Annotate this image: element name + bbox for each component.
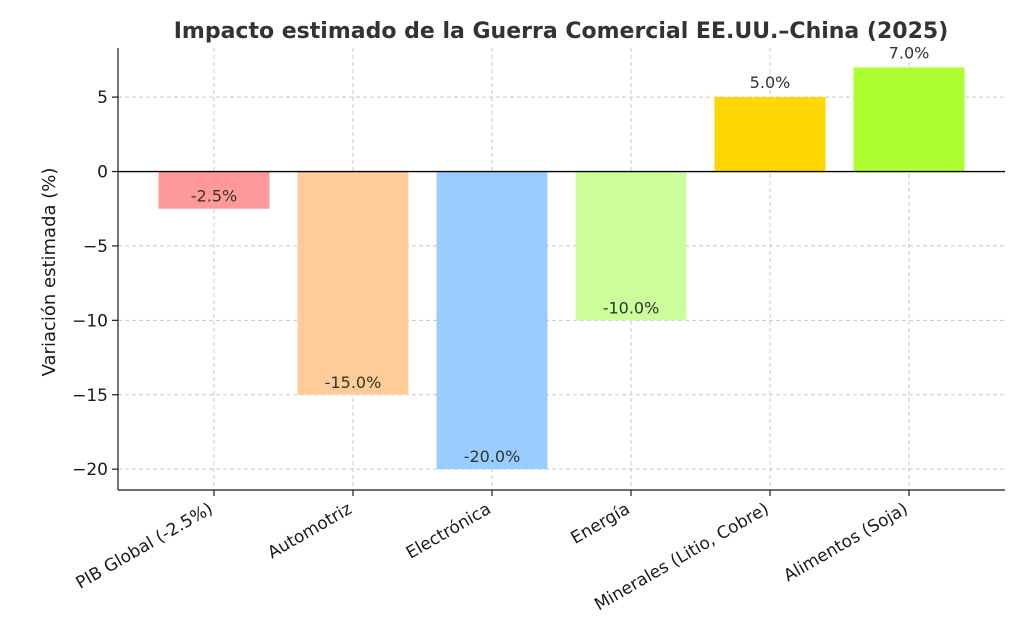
- bar: [853, 67, 965, 172]
- bar: [714, 97, 826, 172]
- bar: [575, 171, 687, 321]
- axes: [117, 48, 1005, 491]
- bar: [436, 171, 548, 470]
- x-tick-label: Electrónica: [403, 499, 495, 563]
- x-tick-label: Alimentos (Soja): [780, 499, 911, 586]
- y-tick-label: −10: [72, 311, 108, 331]
- y-tick-label: −5: [83, 237, 108, 257]
- bar: [297, 171, 409, 395]
- bars: [158, 67, 965, 470]
- y-axis-label: Variación estimada (%): [39, 168, 60, 377]
- y-tick-label: 5: [97, 88, 108, 108]
- data-label: -15.0%: [325, 373, 382, 392]
- data-label: -2.5%: [191, 187, 237, 206]
- data-labels: -2.5% -15.0% -20.0% -10.0% 5.0% 7.0%: [191, 43, 930, 466]
- y-tick-label: −20: [72, 460, 108, 480]
- x-tick-label: Automotriz: [264, 499, 355, 563]
- x-tick-label: Energía: [568, 499, 634, 549]
- data-label: -20.0%: [464, 447, 521, 466]
- y-ticks: 5 0 −5 −10 −15 −20: [72, 88, 118, 480]
- bar: [158, 171, 270, 209]
- y-tick-label: −15: [72, 386, 108, 406]
- x-tick-label: PIB Global (-2.5%): [73, 499, 217, 594]
- chart-title: Impacto estimado de la Guerra Comercial …: [174, 19, 949, 44]
- x-ticks: PIB Global (-2.5%) Automotriz Electrónica E…: [73, 490, 912, 615]
- data-label: 5.0%: [750, 73, 791, 92]
- data-label: 7.0%: [889, 43, 930, 62]
- data-label: -10.0%: [603, 298, 660, 317]
- y-tick-label: 0: [97, 163, 108, 183]
